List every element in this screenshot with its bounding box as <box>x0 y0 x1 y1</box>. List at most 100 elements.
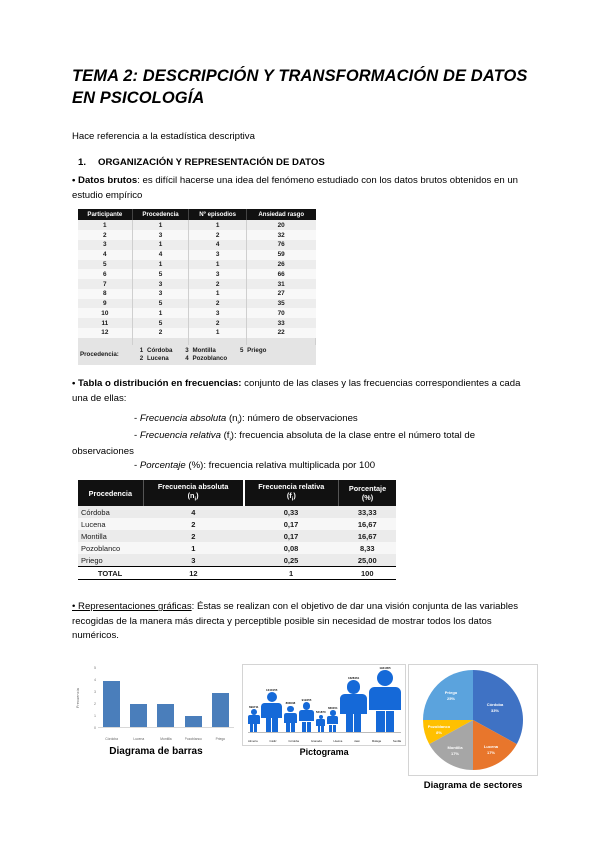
x-tick-label: Pozoblanco <box>184 736 202 741</box>
legend-columns: 1 Córdoba 2 Lucena 3 <box>136 347 314 363</box>
cell-frecuencia-absoluta: 2 <box>143 518 244 531</box>
pie-slice-lucena <box>473 719 517 770</box>
freq-col-relativa-line1: Frecuencia relativa <box>258 482 325 492</box>
page-title: TEMA 2: DESCRIPCIÓN Y TRANSFORMACIÓN DE … <box>72 67 528 107</box>
freq-col-absoluta-line2: (ni) <box>187 491 199 503</box>
table-row: 11 5 2 33 <box>78 318 316 329</box>
bar-pozoblanco <box>184 715 202 727</box>
freq-col-absoluta: Frecuencia absoluta (ni) <box>143 480 245 507</box>
bullet-tabla-frecuencias-text: conjunto de las clases y las frecuencias… <box>72 378 521 404</box>
legend-item: 4 Pozoblanco <box>181 355 227 362</box>
bar-chart: Frecuencia 5 4 3 2 1 0 <box>72 664 240 744</box>
pictogram-x-labels: Almería Cádiz Córdoba Granada Huelva Jaé… <box>248 739 401 743</box>
cell-ansiedad: 59 <box>246 249 316 260</box>
table-header-row: Procedencia Frecuencia absoluta (ni) Fre… <box>78 480 396 507</box>
pie-slice-priego <box>423 669 474 720</box>
bar-chart-plot-area <box>98 670 234 728</box>
definition-continuation: observaciones <box>72 445 134 457</box>
cell-episodios: 2 <box>188 279 247 289</box>
bar-chart-y-ticks: 5 4 3 2 1 0 <box>86 666 96 730</box>
cell-procedencia: 3 <box>132 288 190 299</box>
table-row: 7 3 2 31 <box>78 279 316 289</box>
cell-episodios: 4 <box>188 239 247 250</box>
table-row: 9 5 2 35 <box>78 298 316 309</box>
raw-col-participante: Participante <box>78 209 133 221</box>
section-number: 1. <box>78 157 87 169</box>
definition-frecuencia-relativa: - Frecuencia relativa (fi): frecuencia a… <box>72 429 538 445</box>
cell-procedencia: 1 <box>132 239 190 250</box>
cell-total-absoluta: 12 <box>143 566 244 580</box>
cell-episodios: 1 <box>188 328 247 338</box>
cell-procedencia: 5 <box>132 269 190 280</box>
cell-episodios: 1 <box>188 259 247 270</box>
cell-episodios: 3 <box>188 269 247 280</box>
pictogram-value: 1240155 <box>266 687 278 692</box>
bar-chart-x-labels: Córdoba Lucena Montilla Pozoblanco Prieg… <box>98 737 234 741</box>
legend-title: Procedencia: <box>80 351 119 359</box>
cell-frecuencia-relativa: 0,33 <box>243 506 339 519</box>
pie-label-pozoblanco: Pozoblanco <box>428 724 451 729</box>
pie-chart-caption: Diagrama de sectores <box>423 779 523 791</box>
legend-key: 3 <box>185 346 189 354</box>
table-row: 8 3 1 27 <box>78 288 316 299</box>
bullet-tabla-frecuencias: • Tabla o distribución en frecuencias: c… <box>72 377 538 406</box>
cell-participante: 9 <box>78 298 133 309</box>
pictogram-item: 521870 <box>316 710 326 732</box>
cell-ansiedad: 76 <box>246 239 316 250</box>
pictogram-value: 699711 <box>249 704 259 709</box>
cell-ansiedad: 70 <box>246 308 316 319</box>
raw-data-table: Participante Procedencia Nº episodios An… <box>78 209 317 366</box>
frequency-table: Procedencia Frecuencia absoluta (ni) Fre… <box>78 480 396 581</box>
pie-label-cordoba: Córdoba <box>487 702 504 707</box>
y-tick: 4 <box>94 677 96 682</box>
legend-key: 2 <box>139 355 144 363</box>
x-tick-label: Sevilla <box>392 738 402 743</box>
bar-montilla <box>157 704 175 727</box>
cell-procedencia: 5 <box>132 318 190 329</box>
freq-col-relativa-line2: (fi) <box>286 491 296 503</box>
pictogram-chart: 699711 1240155 80303 <box>242 663 407 746</box>
bar-priego <box>211 692 229 727</box>
cell-frecuencia-absoluta: 1 <box>143 542 244 555</box>
cell-porcentaje: 25,00 <box>338 554 396 567</box>
cell-frecuencia-relativa: 0,17 <box>243 530 339 543</box>
section-heading: 1. ORGANIZACIÓN Y REPRESENTACIÓN DE DATO… <box>72 157 538 168</box>
bullet-representaciones-label: • Representaciones gráficas <box>72 601 192 613</box>
cell-frecuencia-absoluta: 2 <box>143 530 244 543</box>
x-tick-label: Almería <box>248 738 258 743</box>
table-row: 2 3 2 32 <box>78 230 316 240</box>
cell-episodios: 2 <box>188 230 247 240</box>
bar-chart-y-axis-label: Frecuencia <box>75 688 80 708</box>
x-tick-label: Jaén <box>354 738 361 743</box>
cell-ansiedad: 31 <box>246 279 316 289</box>
cell-frecuencia-absoluta: 3 <box>143 554 244 567</box>
cell-procedencia: 3 <box>132 279 190 289</box>
table-row: 10 1 3 70 <box>78 308 316 319</box>
x-tick-label: Granada <box>310 738 322 743</box>
definition-rest: ): frecuencia absoluta de la clase entre… <box>230 429 476 441</box>
legend-column: 1 Córdoba 2 Lucena <box>136 347 173 363</box>
cell-procedencia: 1 <box>132 308 190 319</box>
cell-ansiedad: 33 <box>246 318 316 329</box>
definition-term: Porcentaje <box>139 460 186 472</box>
cell-episodios: 3 <box>188 249 247 260</box>
cell-ansiedad: 22 <box>246 328 316 338</box>
freq-col-absoluta-line1: Frecuencia absoluta <box>157 482 229 492</box>
bullet-tabla-frecuencias-label: • Tabla o distribución en frecuencias: <box>72 378 242 390</box>
pictogram-item: 1941355 <box>368 666 402 732</box>
person-icon <box>298 702 315 732</box>
bar-cordoba <box>103 681 121 727</box>
pictogram-plot-area: 699711 1240155 80303 <box>248 666 402 733</box>
legend-value: Montilla <box>192 346 216 354</box>
cell-ansiedad: 32 <box>246 230 316 240</box>
cell-participante: 12 <box>78 328 133 338</box>
bullet-datos-brutos-label: • Datos brutos <box>72 175 138 187</box>
cell-ansiedad: 35 <box>246 298 316 309</box>
table-row: Priego 3 0,25 25,00 <box>78 554 396 567</box>
person-icon <box>248 709 260 732</box>
definition-dash: - <box>134 429 140 441</box>
table-row: Montilla 2 0,17 16,67 <box>78 530 396 543</box>
cell-participante: 5 <box>78 259 133 270</box>
table-total-row: TOTAL 12 1 100 <box>78 566 396 580</box>
definition-subscript: i <box>237 420 239 427</box>
